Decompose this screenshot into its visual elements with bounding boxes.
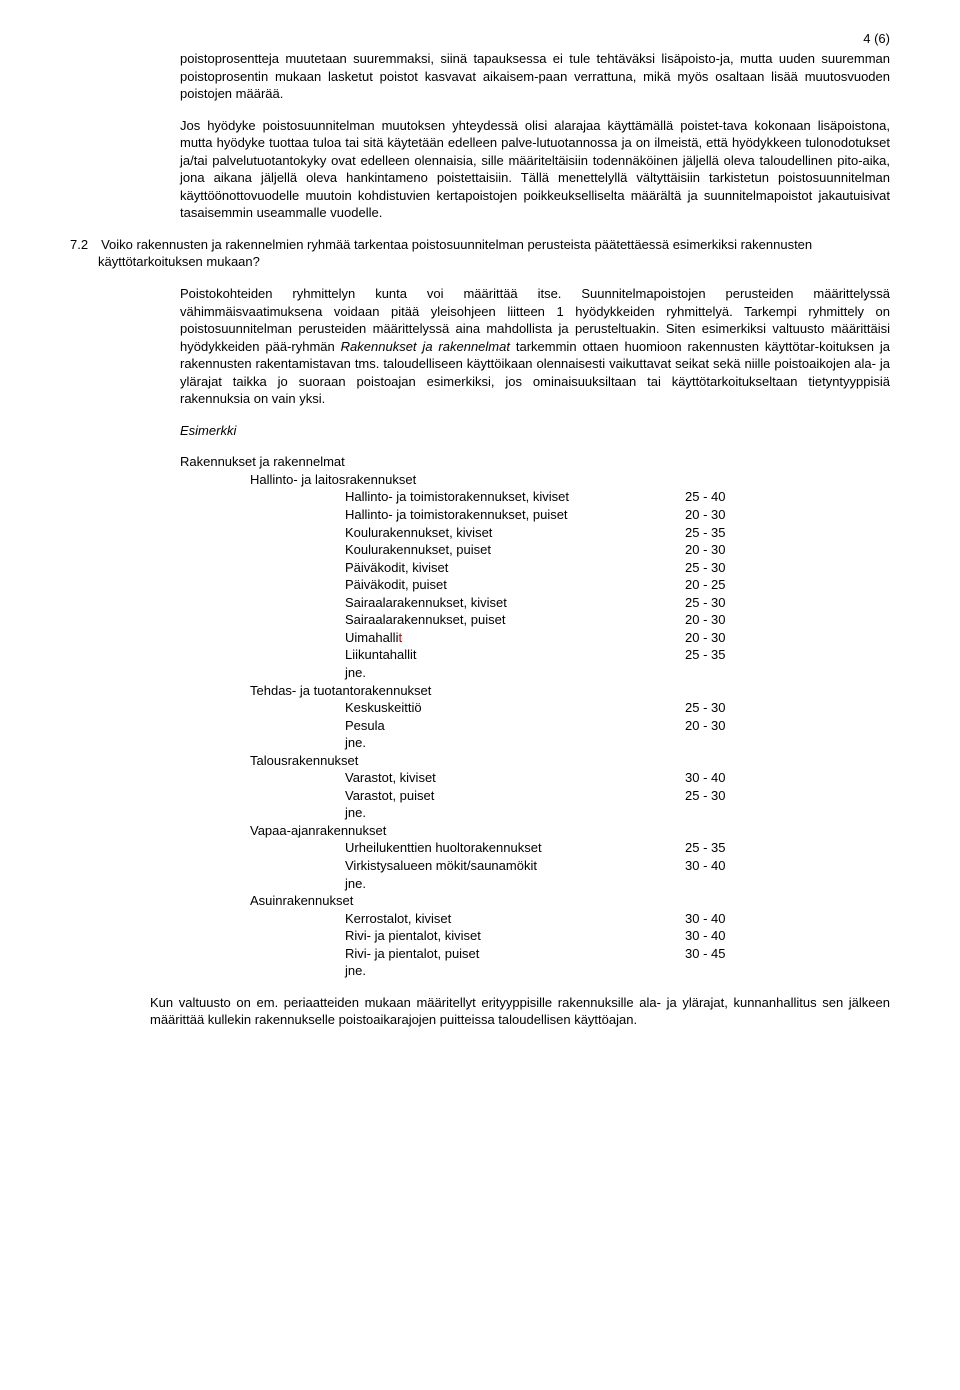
row-label: Rivi- ja pientalot, kiviset	[345, 927, 685, 945]
group-hallinto: Hallinto- ja laitosrakennukset	[250, 471, 890, 489]
table-row: Päiväkodit, kiviset25 - 30	[180, 559, 890, 577]
row-value: 20 - 30	[685, 717, 765, 735]
table-row: Koulurakennukset, puiset20 - 30	[180, 541, 890, 559]
row-value: 25 - 30	[685, 787, 765, 805]
paragraph-2: Jos hyödyke poistosuunnitelman muutoksen…	[180, 117, 890, 222]
table-row: Varastot, puiset25 - 30	[180, 787, 890, 805]
group-asuin: Asuinrakennukset	[250, 892, 890, 910]
row-label: Rivi- ja pientalot, puiset	[345, 945, 685, 963]
row-label: Koulurakennukset, kiviset	[345, 524, 685, 542]
row-value: 30 - 40	[685, 769, 765, 787]
paragraph-1: poistoprosentteja muutetaan suuremmaksi,…	[180, 50, 890, 103]
row-label: Hallinto- ja toimistorakennukset, kivise…	[345, 488, 685, 506]
row-label: Uimahallit	[345, 629, 685, 647]
row-jne: jne.	[345, 875, 685, 893]
table-row: jne.	[180, 664, 890, 682]
table-row: Pesula20 - 30	[180, 717, 890, 735]
table-row: Virkistysalueen mökit/saunamökit30 - 40	[180, 857, 890, 875]
row-label: Sairaalarakennukset, puiset	[345, 611, 685, 629]
group-tehdas: Tehdas- ja tuotantorakennukset	[250, 682, 890, 700]
group-root: Rakennukset ja rakennelmat	[180, 453, 890, 471]
row-value: 25 - 35	[685, 839, 765, 857]
uimahalli-t: t	[398, 630, 402, 645]
row-value: 25 - 40	[685, 488, 765, 506]
row-label: Virkistysalueen mökit/saunamökit	[345, 857, 685, 875]
row-value: 20 - 25	[685, 576, 765, 594]
table-row: Rivi- ja pientalot, kiviset30 - 40	[180, 927, 890, 945]
row-jne: jne.	[345, 734, 685, 752]
row-value: 20 - 30	[685, 506, 765, 524]
table-row: jne.	[180, 804, 890, 822]
paragraph-4: Kun valtuusto on em. periaatteiden mukaa…	[150, 994, 890, 1029]
question-7-2: 7.2 Voiko rakennusten ja rakennelmien ry…	[98, 236, 890, 271]
table-row: Hallinto- ja toimistorakennukset, puiset…	[180, 506, 890, 524]
group-talous: Talousrakennukset	[250, 752, 890, 770]
table-row: jne.	[180, 734, 890, 752]
row-value: 25 - 30	[685, 559, 765, 577]
page-number: 4 (6)	[863, 30, 890, 48]
table-row: Sairaalarakennukset, puiset20 - 30	[180, 611, 890, 629]
row-value: 25 - 30	[685, 594, 765, 612]
page: 4 (6) poistoprosentteja muutetaan suurem…	[0, 0, 960, 1083]
row-label: Päiväkodit, puiset	[345, 576, 685, 594]
row-label: Hallinto- ja toimistorakennukset, puiset	[345, 506, 685, 524]
row-value: 20 - 30	[685, 629, 765, 647]
table-row: Uimahallit20 - 30	[180, 629, 890, 647]
row-label: Koulurakennukset, puiset	[345, 541, 685, 559]
row-label: Varastot, puiset	[345, 787, 685, 805]
row-label: Pesula	[345, 717, 685, 735]
table-row: Kerrostalot, kiviset30 - 40	[180, 910, 890, 928]
row-label: Sairaalarakennukset, kiviset	[345, 594, 685, 612]
row-value: 20 - 30	[685, 611, 765, 629]
row-label: Varastot, kiviset	[345, 769, 685, 787]
uimahalli-a: Uimahalli	[345, 630, 398, 645]
table-row: Varastot, kiviset30 - 40	[180, 769, 890, 787]
row-label: Urheilukenttien huoltorakennukset	[345, 839, 685, 857]
group-vapaa: Vapaa-ajanrakennukset	[250, 822, 890, 840]
row-label: Kerrostalot, kiviset	[345, 910, 685, 928]
row-label: Päiväkodit, kiviset	[345, 559, 685, 577]
row-value: 25 - 35	[685, 524, 765, 542]
table-row: Koulurakennukset, kiviset25 - 35	[180, 524, 890, 542]
example-table: Rakennukset ja rakennelmat Hallinto- ja …	[180, 453, 890, 979]
row-jne: jne.	[345, 962, 685, 980]
table-row: Keskuskeittiö25 - 30	[180, 699, 890, 717]
row-value: 30 - 45	[685, 945, 765, 963]
table-row: Liikuntahallit25 - 35	[180, 646, 890, 664]
row-value: 30 - 40	[685, 910, 765, 928]
table-row: Urheilukenttien huoltorakennukset25 - 35	[180, 839, 890, 857]
row-value: 20 - 30	[685, 541, 765, 559]
row-label: Keskuskeittiö	[345, 699, 685, 717]
table-row: jne.	[180, 875, 890, 893]
paragraph-3: Poistokohteiden ryhmittelyn kunta voi mä…	[180, 285, 890, 408]
para3-em: Rakennukset ja rakennelmat	[341, 339, 510, 354]
table-row: Rivi- ja pientalot, puiset30 - 45	[180, 945, 890, 963]
example-heading: Esimerkki	[180, 422, 890, 440]
row-value: 30 - 40	[685, 857, 765, 875]
table-row: Sairaalarakennukset, kiviset25 - 30	[180, 594, 890, 612]
row-value: 25 - 35	[685, 646, 765, 664]
row-value: 25 - 30	[685, 699, 765, 717]
row-jne: jne.	[345, 664, 685, 682]
table-row: Hallinto- ja toimistorakennukset, kivise…	[180, 488, 890, 506]
table-row: jne.	[180, 962, 890, 980]
row-value: 30 - 40	[685, 927, 765, 945]
table-row: Päiväkodit, puiset20 - 25	[180, 576, 890, 594]
row-label: Liikuntahallit	[345, 646, 685, 664]
row-jne: jne.	[345, 804, 685, 822]
